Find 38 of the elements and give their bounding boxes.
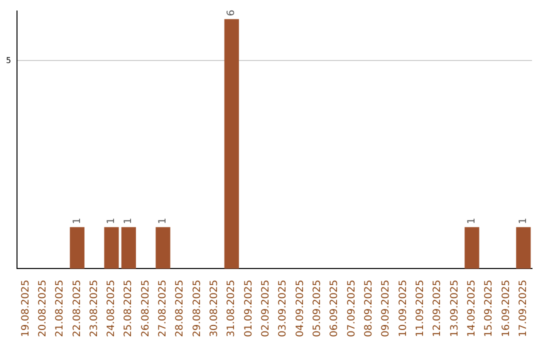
data-label: 1 (72, 218, 83, 224)
x-tick-label: 28.08.2025 (174, 280, 186, 338)
x-tick-label: 14.09.2025 (466, 280, 478, 338)
x-tick-label: 11.09.2025 (415, 280, 426, 338)
x-tick-label: 29.08.2025 (192, 280, 203, 338)
x-tick-label: 08.09.2025 (364, 280, 375, 338)
x-tick-label: 15.09.2025 (484, 280, 495, 338)
x-tick-label: 26.08.2025 (140, 280, 152, 338)
x-tick-label: 12.09.2025 (432, 280, 444, 338)
data-label: 1 (518, 218, 530, 224)
data-label: 1 (123, 218, 134, 224)
x-tick-label: 25.08.2025 (123, 280, 134, 338)
x-tick-label: 21.08.2025 (54, 280, 66, 338)
x-tick-label: 09.09.2025 (380, 280, 392, 338)
x-tick-label: 07.09.2025 (346, 280, 358, 338)
x-tick-label: 03.09.2025 (278, 280, 289, 338)
data-label: 1 (106, 218, 118, 224)
data-label: 1 (466, 218, 478, 224)
x-tick-label: 19.08.2025 (20, 280, 32, 338)
x-tick-label: 23.08.2025 (88, 280, 100, 338)
x-tick-label: 27.08.2025 (158, 280, 169, 338)
x-tick-label: 20.08.2025 (37, 280, 48, 338)
x-tick-label: 16.09.2025 (500, 280, 512, 338)
x-tick-label: 13.09.2025 (449, 280, 460, 338)
x-tick-label: 24.08.2025 (106, 280, 118, 338)
x-tick-label: 17.09.2025 (518, 280, 530, 338)
x-tick-label: 02.09.2025 (260, 280, 272, 338)
x-tick-label: 31.08.2025 (226, 280, 238, 338)
x-tick-label: 05.09.2025 (312, 280, 324, 338)
data-label: 1 (158, 218, 169, 224)
x-tick-label: 06.09.2025 (329, 280, 340, 338)
x-tick-label: 04.09.2025 (294, 280, 306, 338)
x-tick-label: 30.08.2025 (209, 280, 220, 338)
x-tick-label: 01.09.2025 (243, 280, 254, 338)
y-tick-label: 5 (6, 56, 12, 65)
data-label: 6 (226, 10, 238, 16)
x-tick-label: 10.09.2025 (398, 280, 409, 338)
x-tick-label: 22.08.2025 (72, 280, 83, 338)
